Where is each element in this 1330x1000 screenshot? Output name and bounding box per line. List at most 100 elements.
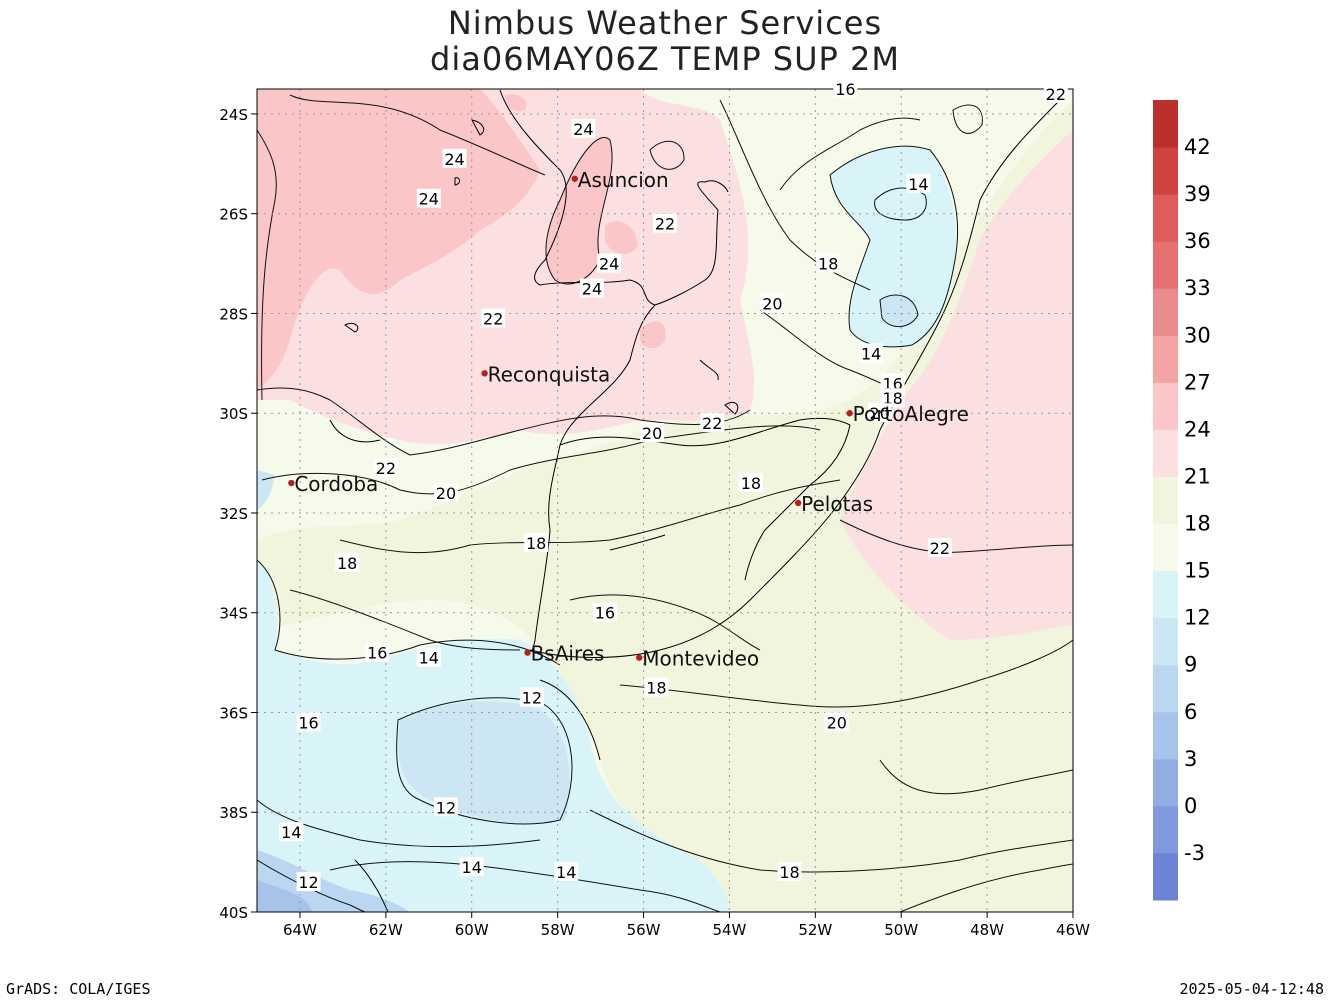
- city-dot: [571, 175, 579, 182]
- lon-tick-label: 56W: [627, 921, 661, 939]
- colorbar-label: 6: [1184, 700, 1197, 724]
- lat-tick-label: 24S: [219, 106, 248, 124]
- contour-label: 24: [582, 280, 602, 299]
- lat-tick-label: 34S: [219, 605, 248, 623]
- political-borders: [329, 89, 1061, 912]
- lon-tick-label: 58W: [541, 921, 575, 939]
- contour-label-bg: [335, 552, 360, 572]
- contour-label: 24: [599, 255, 619, 274]
- contour-label-bg: [416, 188, 441, 208]
- colorbar-label: 27: [1184, 370, 1211, 394]
- city-label: Cordoba: [294, 472, 378, 496]
- contour-label-bg: [296, 712, 321, 732]
- city-dot: [481, 370, 488, 377]
- contour-label: 18: [741, 474, 761, 493]
- footer-timestamp: 2025-05-04-12:48: [1179, 980, 1325, 998]
- contour-label: 12: [522, 689, 542, 708]
- contour-labels: 24 24 24 22 24 24 22 20 18 16 14 14 16 18 20 22 22 20 22 20…: [279, 79, 1068, 892]
- plot-frame: [256, 88, 1074, 913]
- temperature-field: [257, 89, 1073, 912]
- contour-label: 24: [444, 150, 464, 169]
- colorbar-swatch: [1153, 100, 1178, 148]
- colorbar-label: 12: [1184, 606, 1211, 630]
- colorbar-swatch: [1153, 476, 1178, 525]
- contour-label-bg: [296, 872, 321, 892]
- lon-tick-label: 48W: [970, 921, 1004, 939]
- contour-label: 22: [702, 414, 722, 433]
- contour-label: 24: [419, 190, 439, 209]
- map-subtitle: dia06MAY06Z TEMP SUP 2M: [430, 40, 900, 78]
- colorbar-label: 36: [1184, 229, 1211, 253]
- contour-label: 20: [436, 484, 456, 503]
- contour-label-bg: [833, 79, 858, 98]
- contour-label-bg: [554, 862, 579, 882]
- colorbar-swatch: [1153, 382, 1178, 430]
- contour-label: 18: [646, 679, 666, 698]
- contour-label-bg: [738, 473, 763, 493]
- contour-label-bg: [365, 642, 390, 662]
- contour-label: 14: [861, 344, 881, 363]
- colorbar-label: 3: [1184, 747, 1197, 771]
- lon-tick-label: 52W: [798, 921, 832, 939]
- colorbar-swatch: [1153, 664, 1178, 713]
- contour-label: 16: [595, 604, 615, 623]
- contour-label-bg: [373, 458, 398, 478]
- lat-tick-label: 26S: [219, 206, 248, 224]
- colorbar-swatch: [1153, 852, 1178, 901]
- contour-label: 20: [762, 294, 782, 313]
- colorbar-label: 24: [1184, 417, 1211, 441]
- latitude-axis: 24S 26S 28S 30S 32S 34S 36S 38S 40S: [219, 106, 257, 922]
- colorbar-swatch: [1153, 194, 1178, 242]
- colorbar-swatch: [1153, 147, 1178, 195]
- contour-label: 12: [298, 873, 318, 892]
- contour-label: 16: [835, 80, 855, 99]
- lat-tick-label: 36S: [219, 704, 248, 722]
- colorbar-label: 30: [1184, 323, 1211, 347]
- contour-label-bg: [824, 712, 849, 732]
- city-label: BsAires: [531, 642, 605, 666]
- lon-tick-label: 62W: [369, 921, 403, 939]
- contour-label-bg: [579, 278, 604, 298]
- contour-label-bg: [571, 118, 596, 138]
- contour-label-bg: [927, 537, 952, 557]
- lon-tick-label: 60W: [455, 921, 489, 939]
- city-dot: [636, 654, 643, 661]
- lon-tick-label: 50W: [884, 921, 918, 939]
- colorbar-swatch: [1153, 429, 1178, 477]
- colorbar-swatch: [1153, 711, 1178, 760]
- contour-label: 20: [827, 713, 847, 732]
- lat-tick-label: 30S: [219, 405, 248, 423]
- contour-label-bg: [416, 647, 441, 667]
- contour-label: 18: [526, 534, 546, 553]
- colorbar-label: 18: [1184, 512, 1211, 536]
- city-dot: [846, 410, 853, 417]
- contour-label: 20: [870, 404, 890, 423]
- map-title: Nimbus Weather Services: [447, 4, 883, 42]
- contour-label: 14: [908, 175, 928, 194]
- contour-label: 22: [930, 539, 950, 558]
- contour-label: 22: [655, 215, 675, 234]
- colorbar-label: 33: [1184, 276, 1211, 300]
- contour-label: 24: [573, 120, 593, 139]
- contour-label-bg: [880, 373, 905, 393]
- contour-label: 16: [367, 644, 387, 663]
- colorbar-swatch: [1153, 758, 1178, 807]
- colorbar-label: -3: [1184, 841, 1205, 865]
- lon-tick-label: 46W: [1056, 921, 1090, 939]
- colorbar-label: 21: [1184, 464, 1211, 488]
- contour-label-bg: [859, 343, 884, 363]
- city-label: Pelotas: [801, 492, 873, 516]
- contour-label-bg: [1043, 83, 1068, 103]
- contour-label-bg: [640, 423, 665, 443]
- colorbar-swatch: [1153, 288, 1178, 336]
- contour-label-bg: [700, 413, 725, 433]
- contour-label: 20: [642, 424, 662, 443]
- contour-label-bg: [644, 677, 669, 697]
- colorbar-swatch: [1153, 241, 1178, 289]
- contour-label-bg: [442, 148, 467, 168]
- city-dot: [794, 499, 802, 507]
- contour-label-bg: [433, 483, 458, 503]
- contour-label-bg: [653, 213, 677, 233]
- contour-label: 14: [556, 863, 576, 882]
